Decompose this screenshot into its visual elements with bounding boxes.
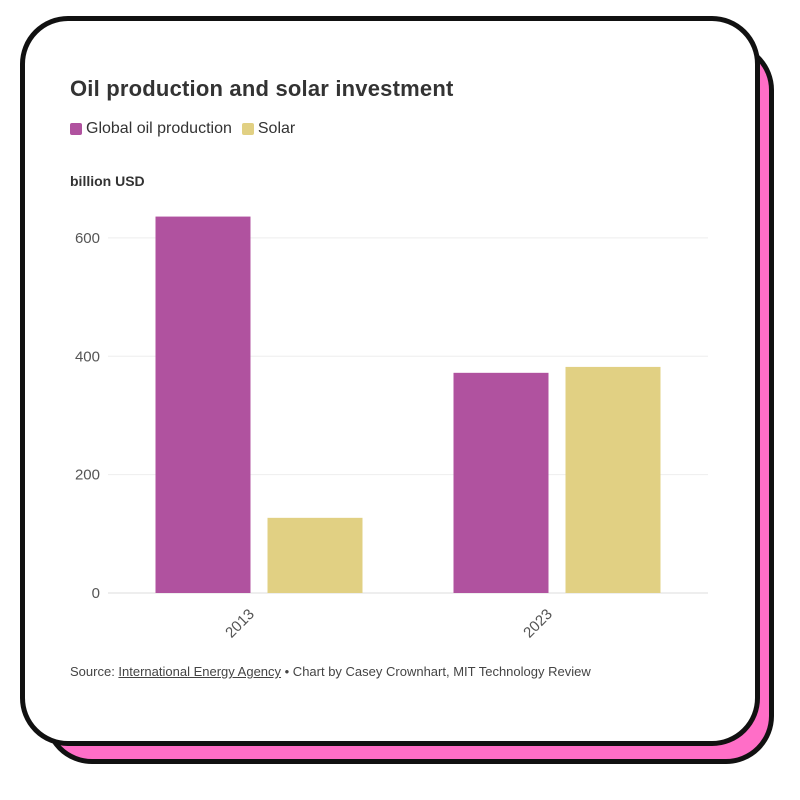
source-line: Source: International Energy Agency • Ch… bbox=[70, 664, 591, 679]
y-axis-unit: billion USD bbox=[70, 173, 145, 189]
x-tick-label: 2023 bbox=[520, 606, 556, 642]
source-link[interactable]: International Energy Agency bbox=[118, 664, 282, 679]
legend-label-oil: Global oil production bbox=[86, 120, 232, 137]
legend-swatch-oil bbox=[70, 123, 82, 135]
legend-swatch-solar bbox=[241, 123, 254, 135]
bar-solar-2023[interactable] bbox=[565, 366, 661, 593]
legend-item-oil: Global oil production bbox=[70, 120, 232, 138]
y-tick-label: 0 bbox=[92, 585, 100, 602]
x-tick-label: 2013 bbox=[222, 606, 258, 642]
legend-label-solar: Solar bbox=[257, 120, 296, 137]
legend-item-solar: Solar bbox=[241, 120, 296, 138]
y-tick-label: 400 bbox=[75, 348, 100, 365]
source-prefix: Source: bbox=[70, 664, 119, 679]
y-tick-label: 200 bbox=[75, 467, 100, 484]
bar-oil-2013[interactable] bbox=[155, 216, 251, 593]
chart-title: Oil production and solar investment bbox=[70, 76, 454, 101]
bar-oil-2023[interactable] bbox=[453, 372, 549, 593]
source-credit: • Chart by Casey Crownhart, MIT Technolo… bbox=[281, 664, 591, 679]
y-tick-label: 600 bbox=[75, 230, 100, 247]
bar-solar-2013[interactable] bbox=[267, 517, 363, 593]
legend: Global oil production Solar bbox=[70, 120, 305, 138]
